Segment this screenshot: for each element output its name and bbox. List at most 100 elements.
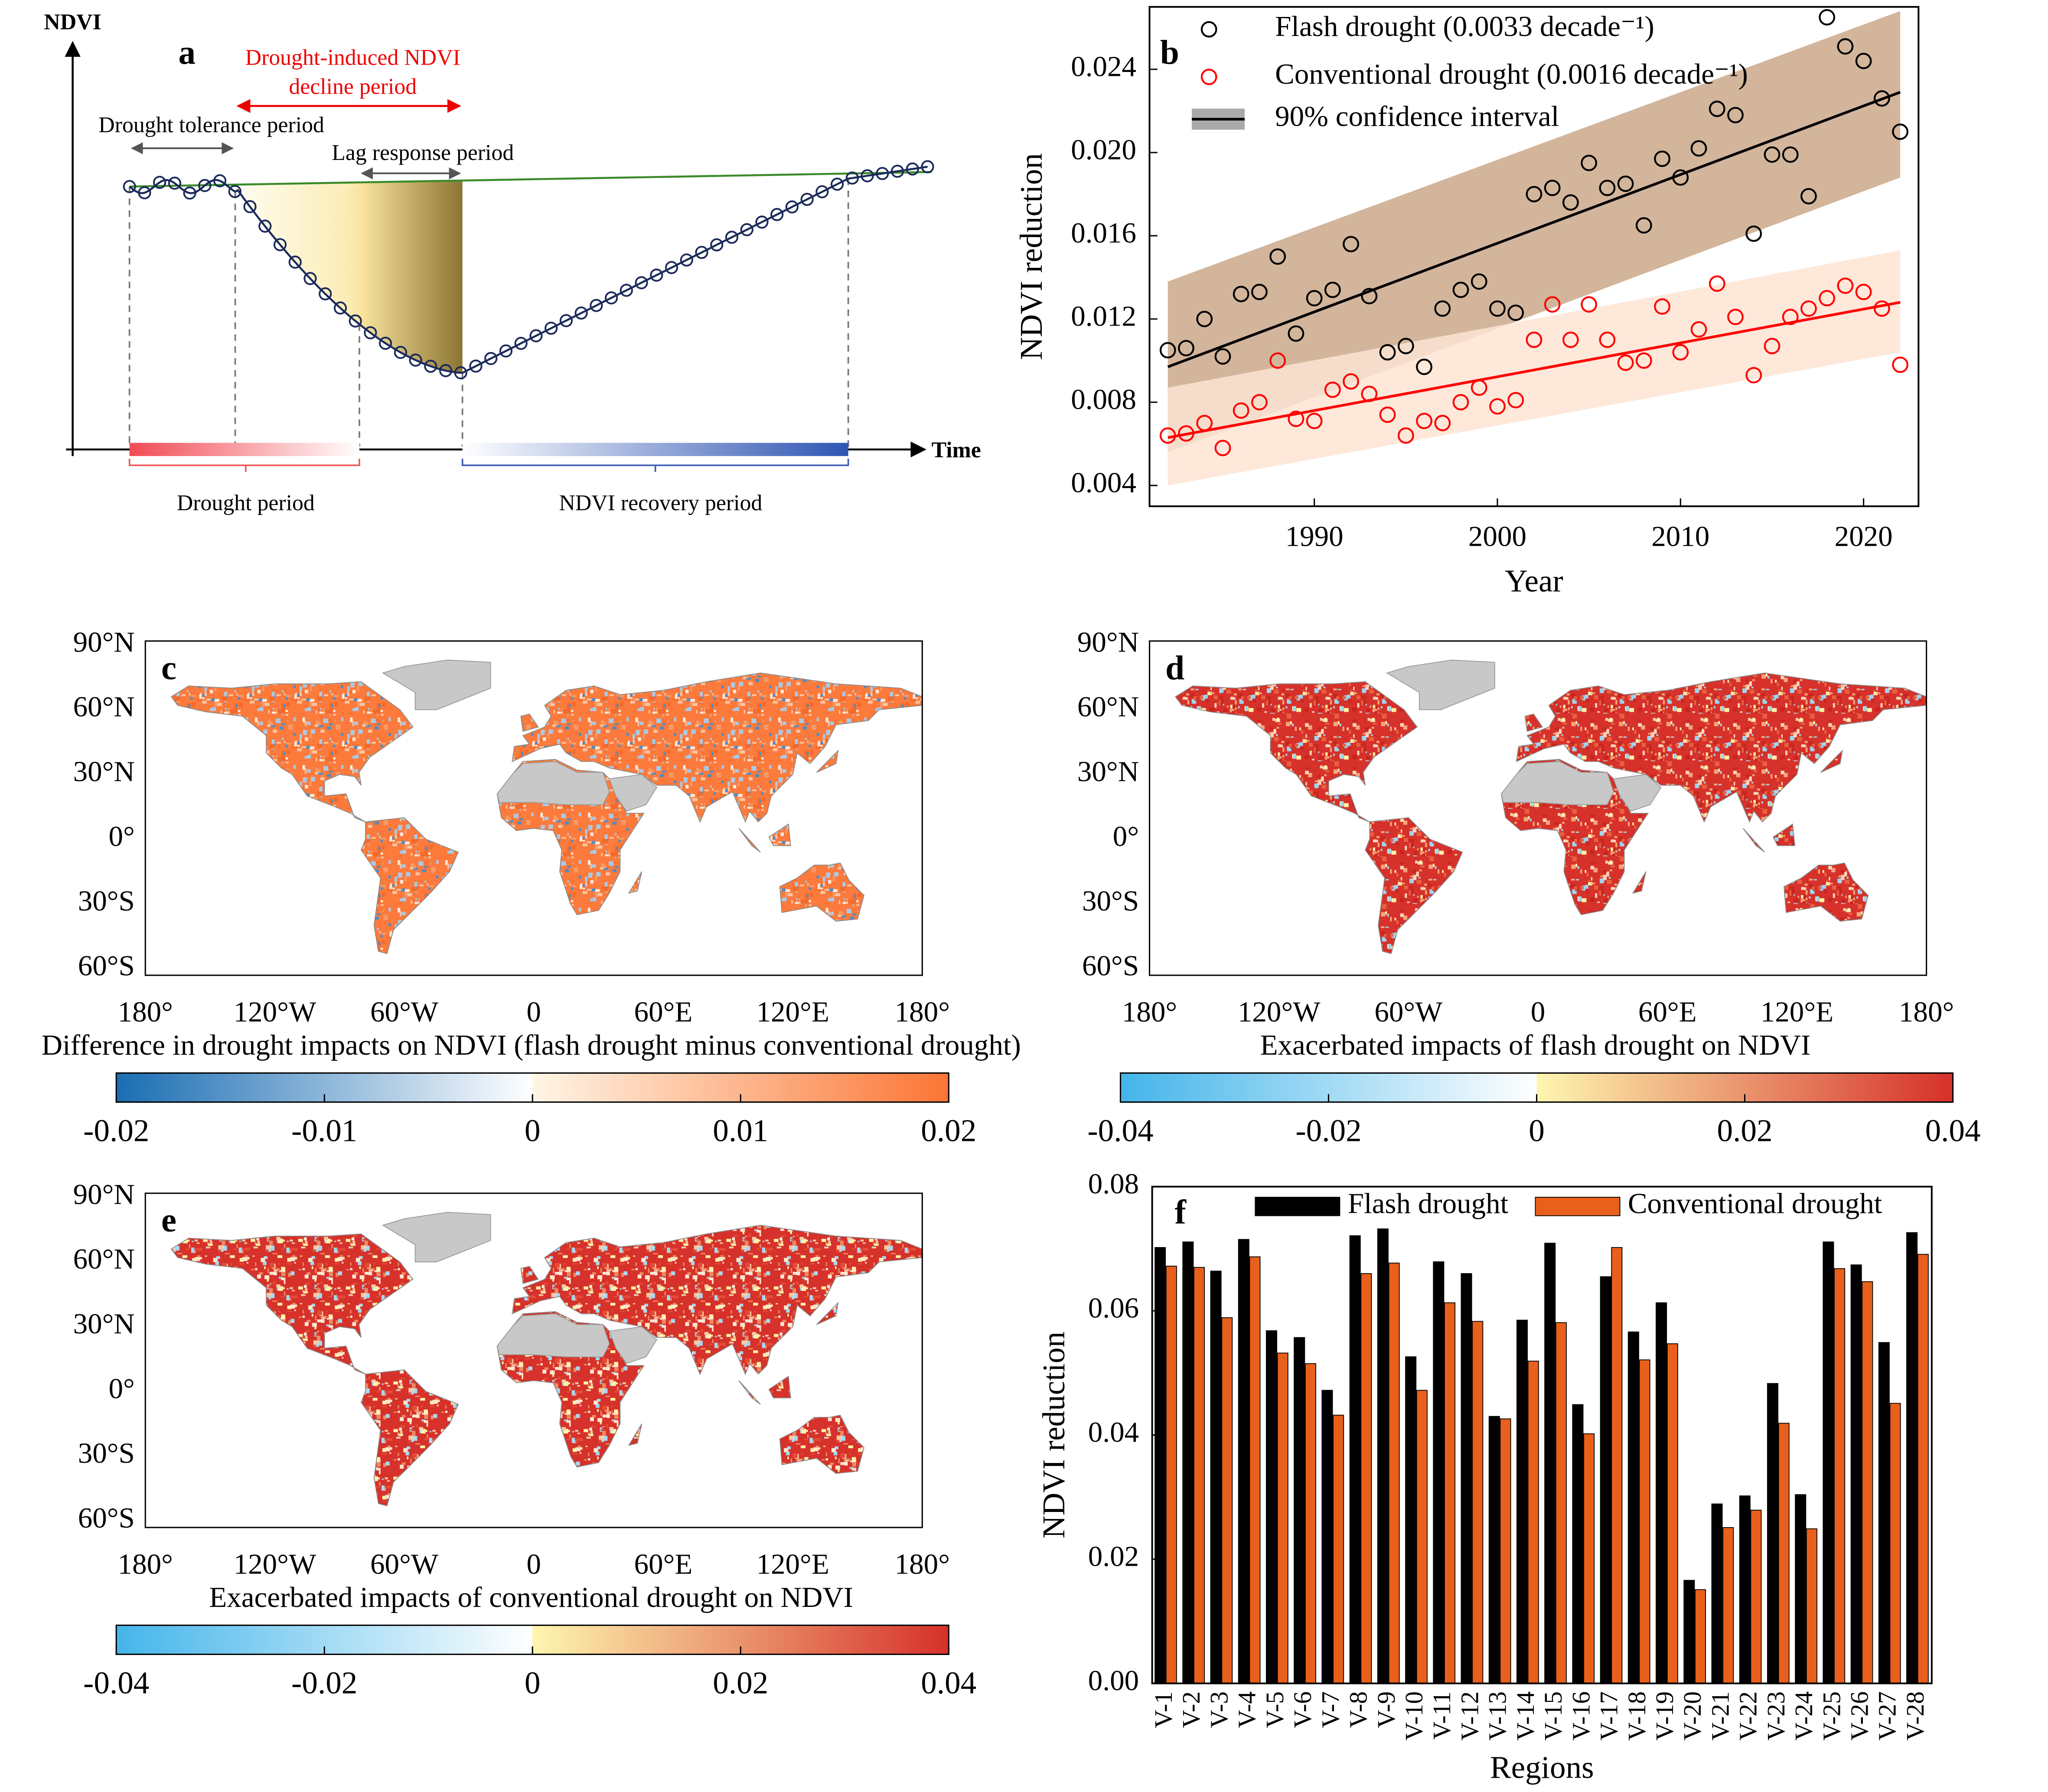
ndvi-point xyxy=(635,276,648,290)
data-point xyxy=(1452,394,1469,411)
x-tick-label: V-28 xyxy=(1901,1691,1929,1741)
no-data-land xyxy=(609,1326,658,1364)
panel-label: b xyxy=(1160,33,1179,72)
bar xyxy=(1683,1580,1695,1684)
ndvi-point xyxy=(785,200,799,214)
decline-label: decline period xyxy=(289,75,417,99)
ndvi-point xyxy=(680,253,693,267)
ndvi-point xyxy=(258,219,272,233)
bar xyxy=(1600,1276,1611,1684)
ndvi-point xyxy=(138,186,151,199)
land xyxy=(520,714,539,732)
bar xyxy=(1695,1589,1706,1684)
map-caption: Difference in drought impacts on NDVI (f… xyxy=(42,1029,1021,1061)
bar xyxy=(1795,1494,1807,1684)
ndvi-point xyxy=(514,337,528,350)
ndvi-point xyxy=(890,164,904,178)
x-tick-label: V-7 xyxy=(1316,1691,1344,1728)
lat-label: 0° xyxy=(109,820,135,852)
bar xyxy=(1750,1509,1762,1684)
colorbar-tick-label: 0.02 xyxy=(921,1113,976,1148)
land xyxy=(1784,862,1869,922)
panel-label: f xyxy=(1174,1193,1187,1232)
drought-period-label: Drought period xyxy=(177,491,315,515)
y-tick-label: 0.02 xyxy=(1088,1540,1139,1572)
bar xyxy=(1656,1302,1667,1684)
data-point xyxy=(1306,413,1323,430)
lon-label: 120°W xyxy=(234,996,316,1028)
land xyxy=(520,1266,539,1284)
lag-label: Lag response period xyxy=(332,140,514,165)
ndvi-point xyxy=(876,167,889,180)
data-point xyxy=(1178,340,1194,356)
data-point xyxy=(1855,52,1872,69)
bar xyxy=(1806,1528,1817,1684)
land xyxy=(816,1302,839,1325)
ndvi-point xyxy=(213,174,227,188)
data-point xyxy=(1251,394,1268,411)
map-frame xyxy=(1149,640,1927,976)
land xyxy=(360,1369,459,1506)
bar xyxy=(1416,1390,1428,1684)
y-tick-label: 0.00 xyxy=(1088,1664,1139,1697)
x-tick-label: V-20 xyxy=(1678,1691,1706,1741)
land xyxy=(768,823,791,846)
ndvi-point xyxy=(439,364,453,378)
colorbar-tick-label: -0.02 xyxy=(83,1113,149,1148)
data-point xyxy=(1709,101,1725,117)
y-axis-label: NDVI reduction xyxy=(1014,153,1049,360)
bar xyxy=(1472,1321,1484,1684)
data-point xyxy=(1764,146,1781,163)
data-point xyxy=(1196,311,1213,327)
land xyxy=(628,1424,642,1446)
x-tick-label: 1990 xyxy=(1285,520,1344,553)
x-tick-label: V-17 xyxy=(1595,1691,1623,1741)
data-point xyxy=(1416,413,1432,430)
data-point xyxy=(1672,344,1689,361)
bar xyxy=(1739,1495,1751,1684)
land xyxy=(768,1375,791,1398)
y-axis-label: NDVI reduction xyxy=(1036,1332,1071,1538)
colorbar-tick-label: -0.01 xyxy=(291,1113,357,1148)
bar xyxy=(1277,1352,1288,1684)
x-tick-label: V-4 xyxy=(1233,1691,1261,1728)
land xyxy=(1365,817,1463,954)
y-tick-label: 0.020 xyxy=(1071,133,1136,166)
data-point xyxy=(1269,352,1286,369)
bar xyxy=(1572,1404,1584,1684)
drought-bar xyxy=(129,443,359,456)
plot-frame xyxy=(1148,6,1920,507)
ndvi-point xyxy=(394,345,407,359)
ndvi-point xyxy=(710,238,724,251)
lon-label: 0 xyxy=(1531,996,1546,1028)
data-point xyxy=(1343,236,1359,252)
data-point xyxy=(1416,358,1432,375)
bar xyxy=(1823,1241,1834,1684)
bar xyxy=(1639,1359,1650,1684)
colorbar-tick-label: 0 xyxy=(525,1113,541,1148)
ndvi-point xyxy=(740,223,753,236)
ndvi-point xyxy=(168,176,181,190)
map-caption: Exacerbated impacts of conventional drou… xyxy=(209,1581,853,1613)
y-tick-label: 0.04 xyxy=(1088,1416,1139,1448)
x-tick-label: V-15 xyxy=(1539,1691,1567,1741)
lat-label: 30°S xyxy=(78,885,135,917)
data-point xyxy=(1782,146,1799,163)
bar xyxy=(1461,1273,1472,1684)
legend-label: Conventional drought (0.0016 decade⁻¹) xyxy=(1275,58,1748,90)
land xyxy=(816,749,839,773)
lat-label: 60°N xyxy=(1077,691,1139,723)
data-point xyxy=(1196,415,1213,431)
recovery-period-label: NDVI recovery period xyxy=(559,491,762,515)
lon-label: 120°E xyxy=(756,996,829,1028)
lon-label: 0 xyxy=(527,1548,541,1580)
data-point xyxy=(1599,179,1616,196)
data-point xyxy=(1397,338,1414,355)
panel-label: c xyxy=(161,649,176,687)
data-point xyxy=(1361,288,1378,304)
x-tick-label: V-14 xyxy=(1511,1691,1539,1741)
data-point xyxy=(1690,140,1707,157)
bar xyxy=(1500,1418,1511,1684)
bar xyxy=(1238,1239,1249,1684)
